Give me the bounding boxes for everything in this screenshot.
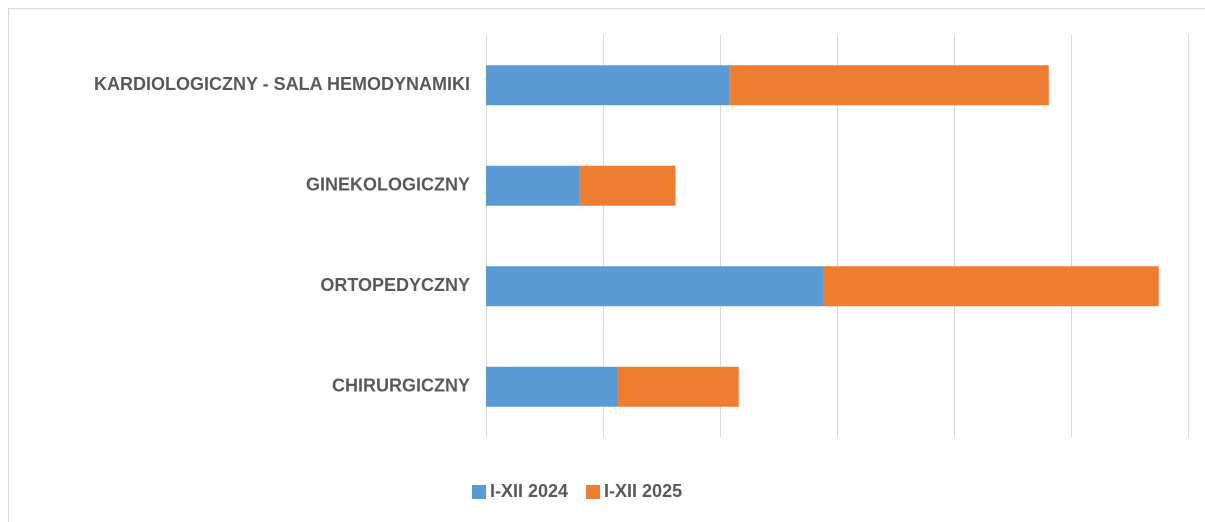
bar-segment bbox=[729, 65, 1049, 106]
legend-label: I-XII 2025 bbox=[604, 481, 682, 501]
bar-segment bbox=[579, 165, 676, 206]
legend-label: I-XII 2024 bbox=[490, 481, 568, 501]
bar-segment bbox=[617, 366, 739, 407]
y-tick-label: GINEKOLOGICZNY bbox=[306, 175, 470, 195]
legend-swatch bbox=[586, 485, 601, 499]
y-tick-label: CHIRURGICZNY bbox=[332, 376, 470, 396]
bar-segment bbox=[486, 65, 730, 106]
bar-segment bbox=[486, 266, 823, 307]
y-tick-label: KARDIOLOGICZNY - SALA HEMODYNAMIKI bbox=[94, 74, 470, 94]
bar-segment bbox=[822, 266, 1159, 307]
y-tick-label: ORTOPEDYCZNY bbox=[320, 275, 470, 295]
legend-swatch bbox=[472, 485, 486, 499]
bar-segment bbox=[486, 366, 618, 407]
bar-segment bbox=[486, 165, 580, 206]
